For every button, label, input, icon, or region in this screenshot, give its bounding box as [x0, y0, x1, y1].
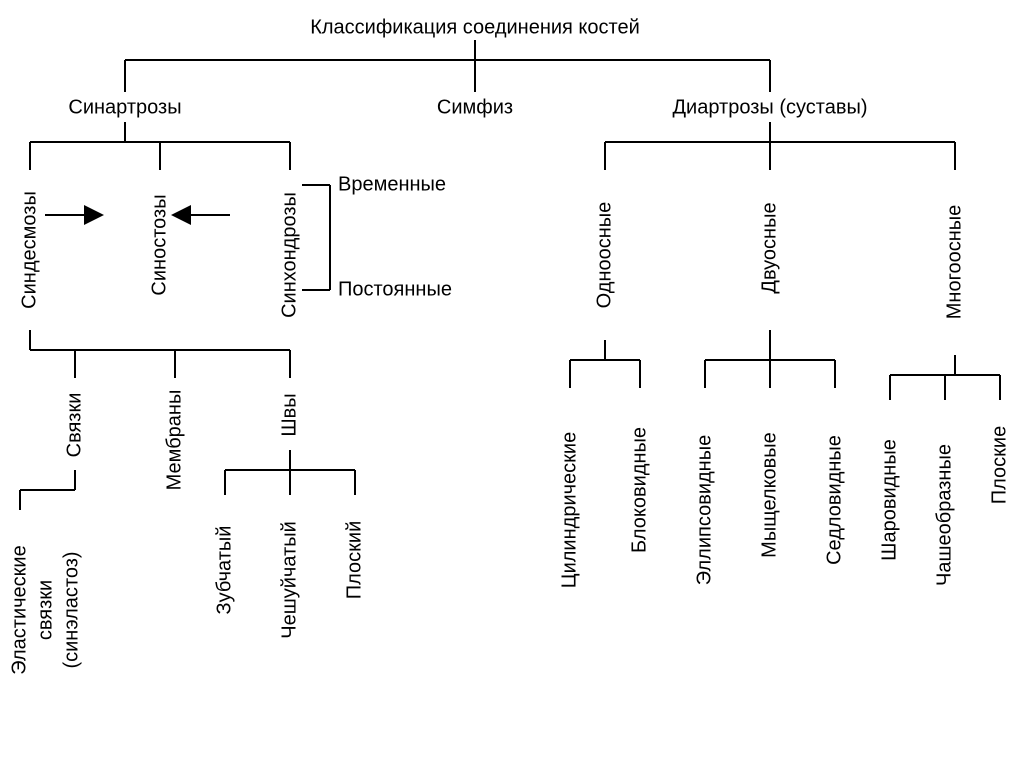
node-uni-2: Блоковидные [628, 427, 650, 553]
node-ligaments: Связки [63, 393, 85, 458]
node-multi-3: Плоские [988, 426, 1010, 504]
node-membranes: Мембраны [163, 390, 185, 491]
node-temporary: Временные [338, 173, 446, 195]
node-bi-3: Седловидные [823, 435, 845, 565]
node-uniaxial: Одноосные [593, 202, 615, 309]
node-suture-1: Зубчатый [213, 526, 235, 615]
node-synostoses: Синостозы [148, 194, 170, 295]
node-elastic-1: Эластические [8, 545, 30, 674]
node-multi-1: Шаровидные [878, 439, 900, 561]
node-bi-2: Мыщелковые [758, 432, 780, 558]
node-suture-3: Плоский [343, 521, 365, 600]
node-elastic-2: связки [34, 580, 56, 640]
node-multi-2: Чашеобразные [933, 444, 955, 586]
node-sutures: Швы [278, 393, 300, 436]
node-synchondroses: Синхондрозы [278, 192, 300, 318]
node-permanent: Постоянные [338, 278, 452, 300]
node-elastic-3: (синэластоз) [60, 551, 82, 668]
node-uni-1: Цилиндрические [558, 432, 580, 588]
node-diarthroses: Диартрозы (суставы) [673, 96, 868, 118]
node-symphysis: Симфиз [437, 96, 513, 118]
diagram-title: Классификация соединения костей [310, 16, 640, 38]
node-multiaxial: Многоосные [943, 205, 965, 319]
node-synarthroses: Синартрозы [68, 96, 181, 118]
node-biaxial: Двуосные [758, 202, 780, 293]
node-suture-2: Чешуйчатый [278, 521, 300, 638]
node-syndesmoses: Синдесмозы [18, 191, 40, 309]
node-bi-1: Эллипсовидные [693, 435, 715, 585]
